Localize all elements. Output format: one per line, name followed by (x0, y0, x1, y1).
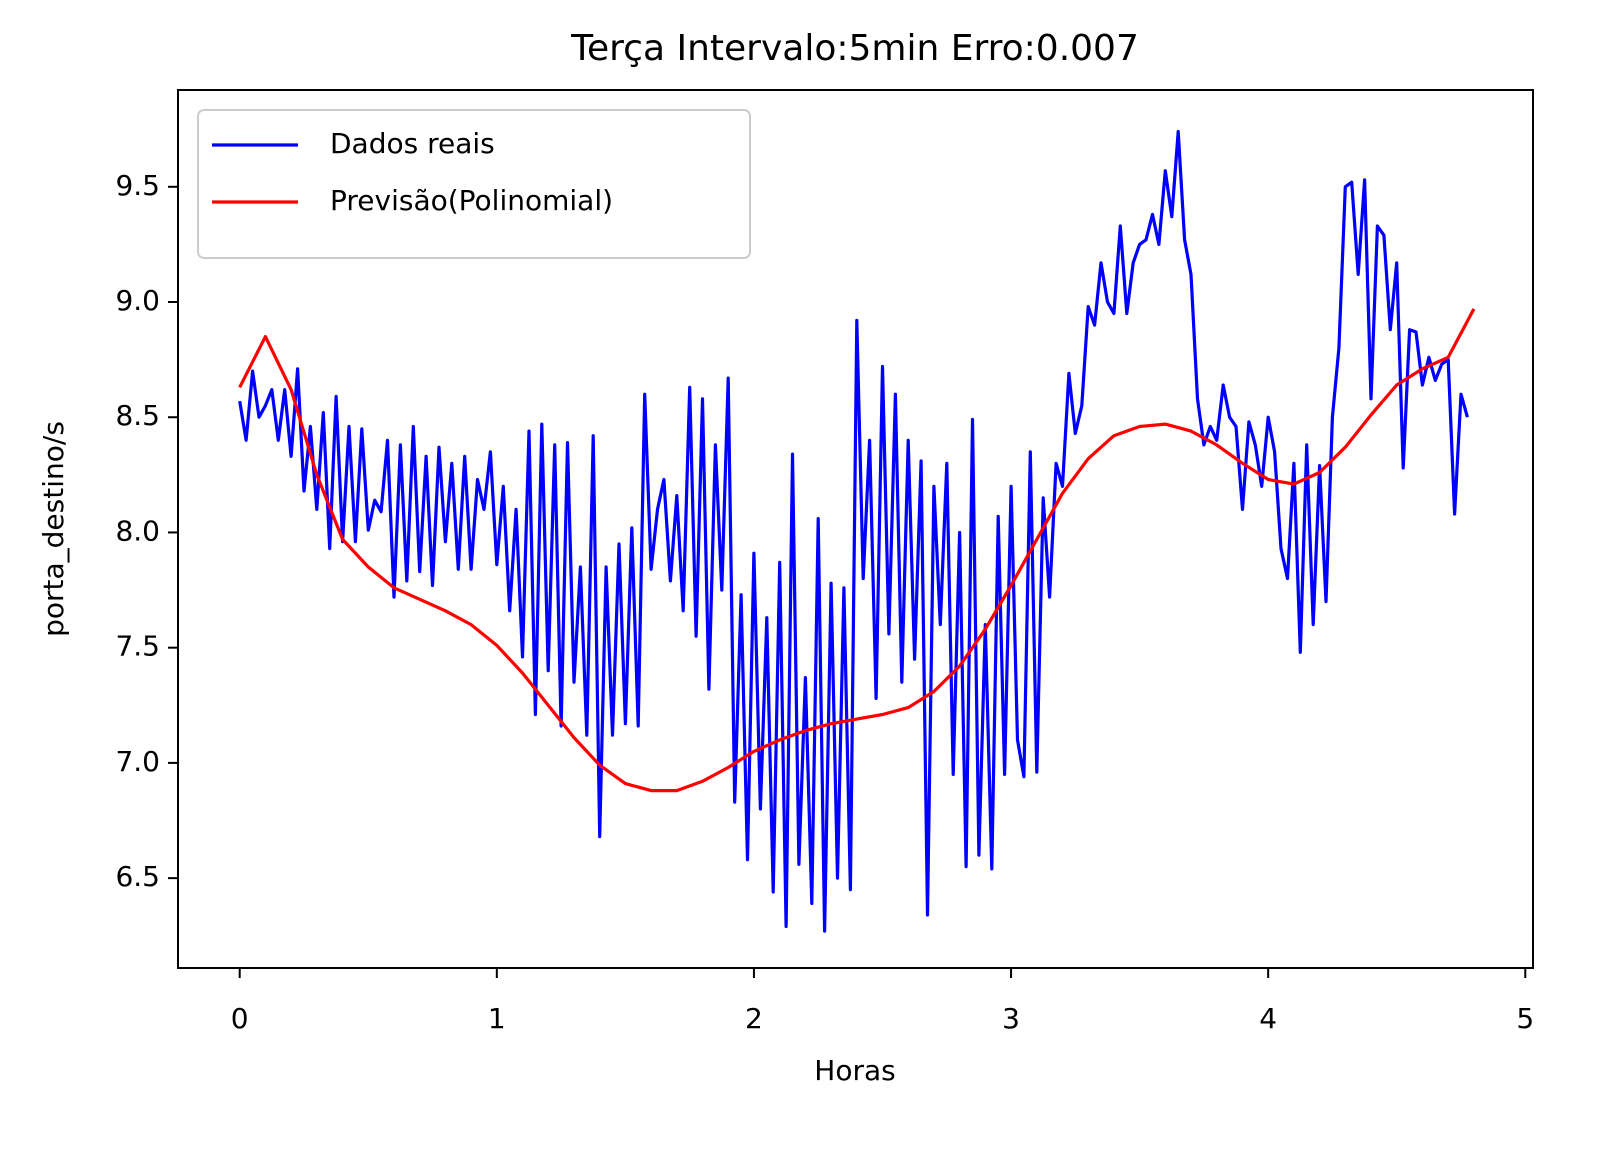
y-tick-label: 8.0 (115, 514, 160, 547)
x-tick-label: 2 (745, 1002, 763, 1035)
y-tick-label: 7.5 (115, 630, 160, 663)
x-tick-label: 0 (231, 1002, 249, 1035)
y-tick-label: 6.5 (115, 860, 160, 893)
y-tick-label: 9.5 (115, 169, 160, 202)
y-tick-label: 8.5 (115, 399, 160, 432)
x-tick-label: 1 (488, 1002, 506, 1035)
x-tick-label: 4 (1259, 1002, 1277, 1035)
plot-frame (177, 89, 1534, 969)
x-axis-label: Horas (814, 1054, 895, 1087)
legend-label: Dados reais (330, 127, 495, 160)
y-axis-label: porta_destino/s (37, 421, 70, 637)
legend-box (197, 109, 751, 259)
legend-label: Previsão(Polinomial) (330, 184, 613, 217)
x-tick-label: 3 (1002, 1002, 1020, 1035)
series-line (238, 308, 1476, 793)
y-tick-label: 9.0 (115, 284, 160, 317)
chart-title: Terça Intervalo:5min Erro:0.007 (570, 28, 1139, 69)
x-tick-label: 5 (1516, 1002, 1534, 1035)
legend: Dados reais Previsão(Polinomial) (197, 109, 751, 259)
y-tick-label: 7.0 (115, 745, 160, 778)
